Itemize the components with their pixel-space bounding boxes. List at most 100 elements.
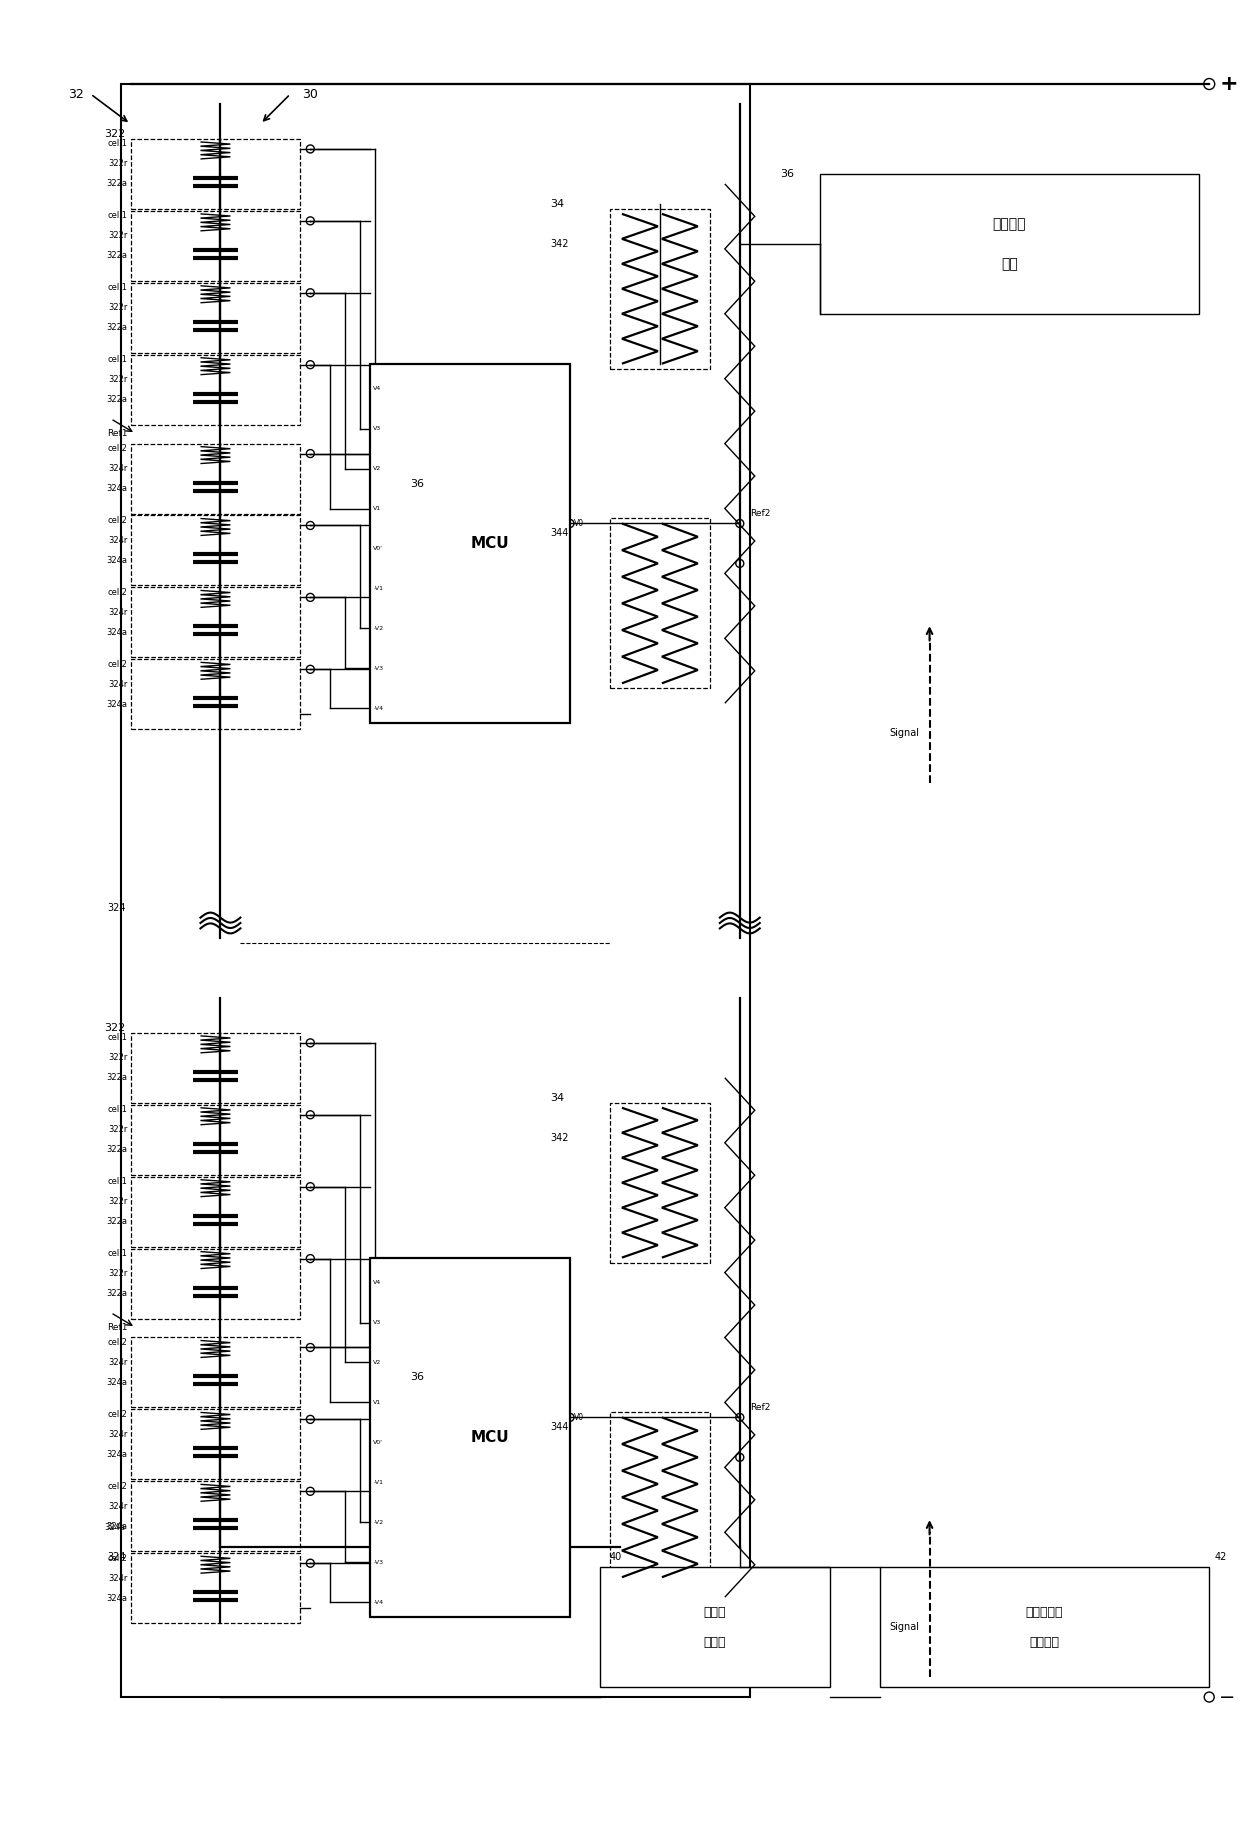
Text: 322a: 322a bbox=[107, 1146, 128, 1155]
Text: -V4: -V4 bbox=[373, 1600, 383, 1604]
Text: V4: V4 bbox=[373, 386, 382, 392]
Text: 324r: 324r bbox=[108, 1358, 128, 1368]
Text: cell1: cell1 bbox=[108, 1249, 128, 1258]
Text: MCU: MCU bbox=[471, 536, 510, 551]
Text: cell2: cell2 bbox=[108, 516, 128, 525]
Text: 32: 32 bbox=[68, 87, 83, 100]
Text: 36: 36 bbox=[410, 479, 424, 488]
Text: 342: 342 bbox=[551, 238, 568, 249]
Text: -V1: -V1 bbox=[373, 586, 383, 591]
Text: cell2: cell2 bbox=[108, 1482, 128, 1491]
Text: 36: 36 bbox=[780, 168, 794, 179]
Text: 34: 34 bbox=[551, 1092, 564, 1103]
Text: cell1: cell1 bbox=[108, 1033, 128, 1042]
Text: 322r: 322r bbox=[108, 159, 128, 168]
Text: cell1: cell1 bbox=[108, 1177, 128, 1186]
Text: 30: 30 bbox=[303, 87, 319, 100]
Text: 324a: 324a bbox=[107, 1451, 128, 1458]
Text: cell2: cell2 bbox=[108, 1410, 128, 1419]
Text: 36: 36 bbox=[410, 1373, 424, 1382]
Bar bbox=[120, 83, 750, 1696]
Text: 322a: 322a bbox=[107, 323, 128, 333]
Text: 324a: 324a bbox=[107, 628, 128, 638]
Text: 40: 40 bbox=[610, 1552, 622, 1562]
Text: Ref1: Ref1 bbox=[107, 429, 128, 438]
Text: 322r: 322r bbox=[108, 231, 128, 240]
Text: 324r: 324r bbox=[108, 1430, 128, 1440]
Text: 322: 322 bbox=[104, 1024, 125, 1033]
Text: -V4: -V4 bbox=[373, 706, 383, 711]
Text: 322: 322 bbox=[104, 129, 125, 139]
Text: 322r: 322r bbox=[108, 1270, 128, 1279]
Text: 充放电控制: 充放电控制 bbox=[1025, 1606, 1063, 1619]
Text: V2: V2 bbox=[373, 1360, 382, 1366]
Text: 322a: 322a bbox=[107, 251, 128, 261]
Text: 324r: 324r bbox=[108, 536, 128, 545]
Text: V0': V0' bbox=[373, 545, 383, 551]
Text: Ref2: Ref2 bbox=[750, 508, 770, 517]
Text: −: − bbox=[1219, 1687, 1235, 1706]
Bar bbox=[879, 1567, 1209, 1687]
Text: V2: V2 bbox=[373, 466, 382, 471]
Text: V3: V3 bbox=[373, 427, 382, 431]
Bar bbox=[820, 174, 1199, 314]
Text: 344: 344 bbox=[551, 529, 568, 538]
Text: +: + bbox=[1219, 74, 1238, 94]
Text: 324r: 324r bbox=[108, 464, 128, 473]
Text: 322r: 322r bbox=[108, 1125, 128, 1135]
Text: 322r: 322r bbox=[108, 303, 128, 312]
Text: V4: V4 bbox=[373, 1281, 382, 1284]
Text: V0': V0' bbox=[373, 1440, 383, 1445]
Text: 42: 42 bbox=[1214, 1552, 1226, 1562]
Text: MCU: MCU bbox=[471, 1430, 510, 1445]
Text: 324a: 324a bbox=[107, 484, 128, 493]
Text: cell2: cell2 bbox=[108, 1338, 128, 1347]
Text: 322r: 322r bbox=[108, 375, 128, 384]
Text: Signal: Signal bbox=[889, 1623, 920, 1632]
Text: 322a: 322a bbox=[107, 179, 128, 188]
Text: V1: V1 bbox=[373, 506, 382, 512]
Text: 电流检: 电流检 bbox=[703, 1606, 727, 1619]
Bar bbox=[600, 1567, 830, 1687]
Text: 324a: 324a bbox=[104, 1523, 125, 1532]
Text: 324a: 324a bbox=[107, 1379, 128, 1388]
Text: -V3: -V3 bbox=[373, 1560, 383, 1565]
Text: Signal: Signal bbox=[889, 728, 920, 737]
Text: 324a: 324a bbox=[107, 1593, 128, 1602]
Bar bbox=[371, 1258, 570, 1617]
Text: 324r: 324r bbox=[108, 1502, 128, 1512]
Bar bbox=[371, 364, 570, 723]
Text: -V3: -V3 bbox=[373, 665, 383, 671]
Text: 324r: 324r bbox=[108, 1574, 128, 1582]
Text: Ref1: Ref1 bbox=[107, 1323, 128, 1332]
Text: Ref2: Ref2 bbox=[750, 1403, 770, 1412]
Text: cell2: cell2 bbox=[108, 588, 128, 597]
Text: 344: 344 bbox=[551, 1423, 568, 1432]
Text: 开关单元: 开关单元 bbox=[1029, 1635, 1059, 1648]
Text: cell1: cell1 bbox=[108, 355, 128, 364]
Text: 324a: 324a bbox=[107, 700, 128, 710]
Text: 342: 342 bbox=[551, 1133, 568, 1142]
Text: 34: 34 bbox=[551, 200, 564, 209]
Text: 324: 324 bbox=[107, 904, 125, 913]
Text: -V2: -V2 bbox=[373, 1519, 383, 1525]
Text: cell1: cell1 bbox=[108, 211, 128, 220]
Text: cell1: cell1 bbox=[108, 139, 128, 148]
Text: cell2: cell2 bbox=[108, 1554, 128, 1563]
Text: 324a: 324a bbox=[107, 556, 128, 565]
Text: V0: V0 bbox=[574, 519, 584, 529]
Text: 322a: 322a bbox=[107, 1290, 128, 1297]
Text: 322a: 322a bbox=[107, 1218, 128, 1225]
Text: 显示控制: 显示控制 bbox=[993, 216, 1027, 231]
Text: 装置: 装置 bbox=[1001, 257, 1018, 272]
Text: cell2: cell2 bbox=[108, 660, 128, 669]
Text: cell1: cell1 bbox=[108, 283, 128, 292]
Text: 322r: 322r bbox=[108, 1198, 128, 1207]
Text: V3: V3 bbox=[373, 1319, 382, 1325]
Text: 324: 324 bbox=[107, 1552, 125, 1562]
Text: 324a: 324a bbox=[107, 1521, 128, 1530]
Text: V0: V0 bbox=[574, 1414, 584, 1421]
Text: V1: V1 bbox=[373, 1401, 382, 1404]
Text: 322a: 322a bbox=[107, 395, 128, 405]
Text: 322r: 322r bbox=[108, 1053, 128, 1063]
